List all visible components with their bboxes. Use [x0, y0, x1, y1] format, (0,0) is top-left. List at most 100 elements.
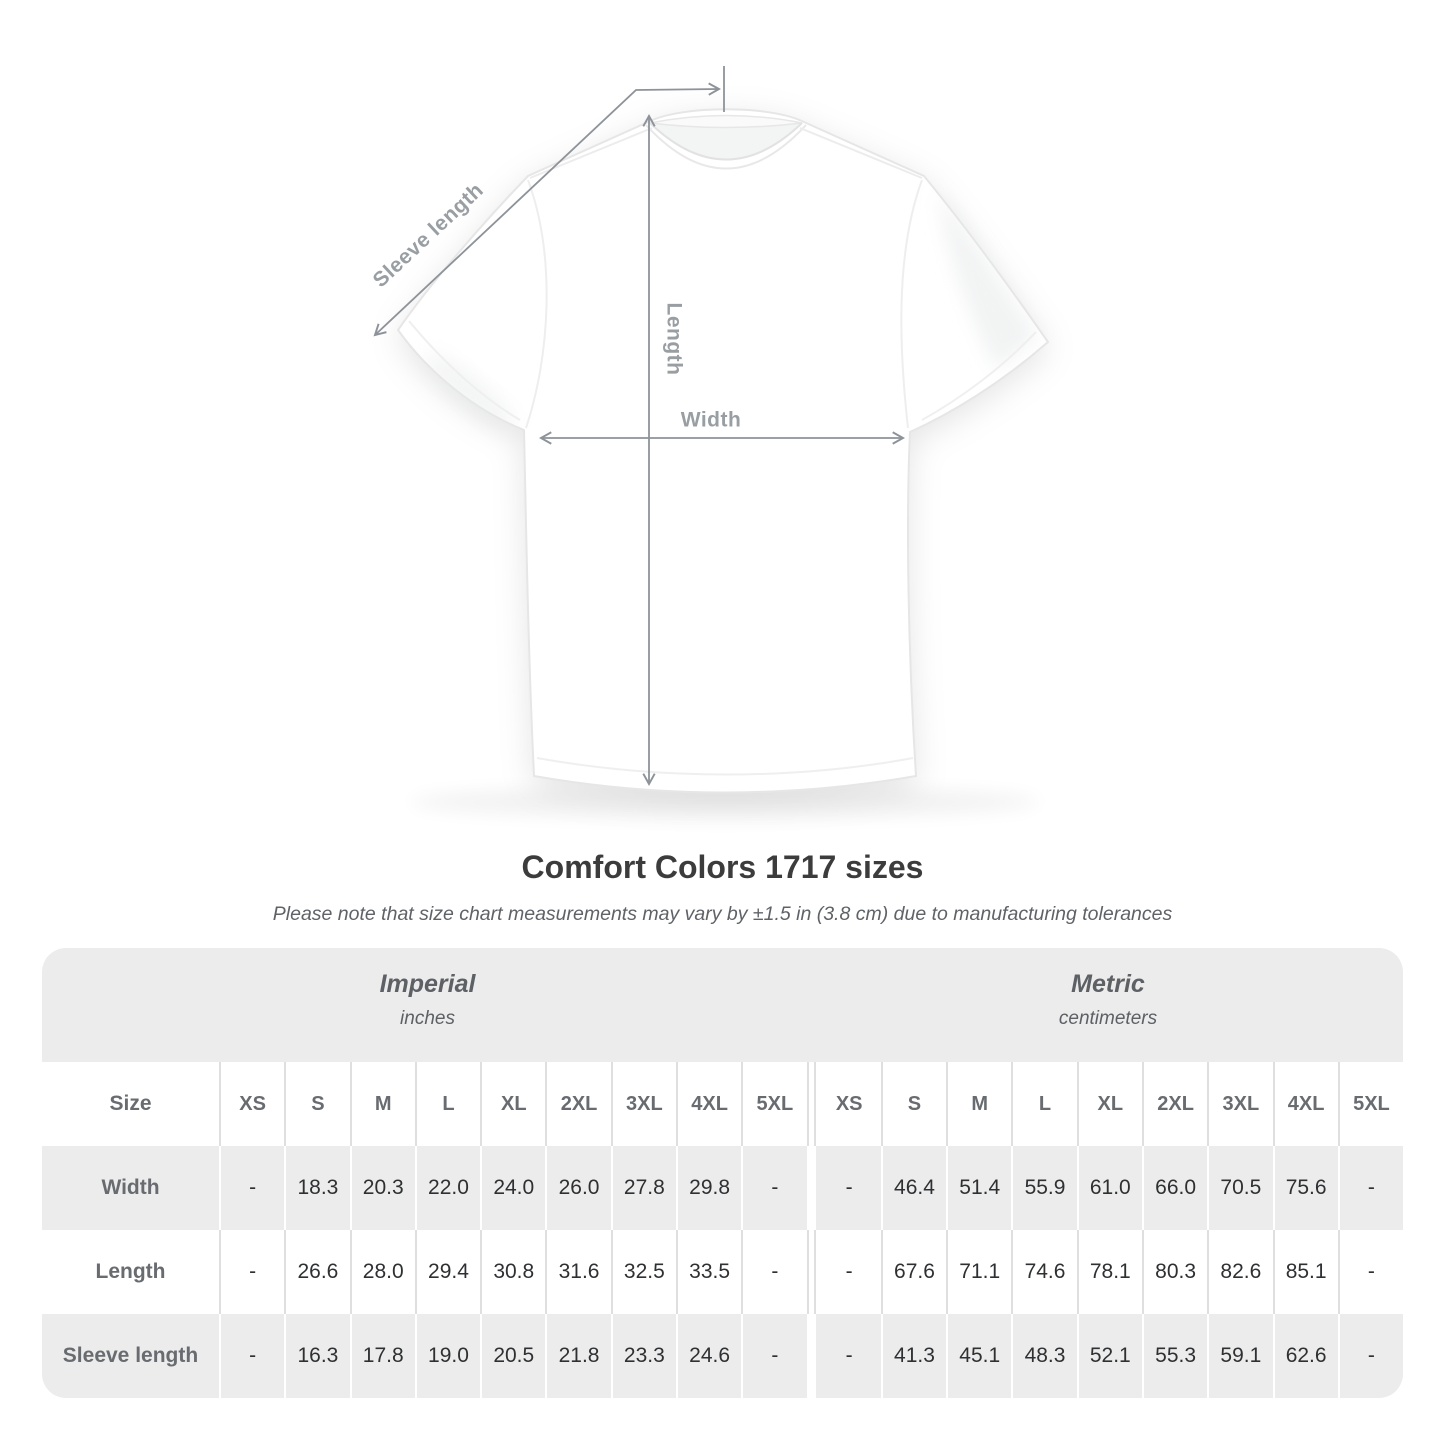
imperial-size-header-m: M: [349, 1062, 415, 1146]
metric-title: Metric: [1071, 970, 1145, 998]
size-header-row: Size XS S M L XL 2XL 3XL 4XL 5XL XS S M L XL 2XL 3XL 4XL 5…: [42, 1062, 1403, 1146]
metric-size-header-xs: XS: [815, 1062, 881, 1146]
imperial-value: 20.3: [349, 1146, 415, 1230]
metric-size-header-4xl: 4XL: [1272, 1062, 1338, 1146]
row-label: Length: [42, 1230, 219, 1314]
size-table: Imperial inches Metric centimeters Size X…: [42, 948, 1403, 1398]
imperial-size-header-3xl: 3XL: [610, 1062, 676, 1146]
imperial-value: -: [219, 1146, 285, 1230]
length-label: Length: [662, 303, 685, 376]
imperial-section-header: Imperial inches: [42, 948, 813, 1062]
imperial-value: 19.0: [414, 1314, 481, 1398]
imperial-value: 33.5: [675, 1230, 742, 1314]
metric-value: -: [815, 1230, 881, 1314]
width-arrow: Width: [538, 409, 906, 445]
measurement-row-length: Length -26.6 28.0 29.4 30.8 31.6 32.5 33.5- -67.…: [42, 1230, 1403, 1314]
imperial-value: 22.0: [414, 1146, 481, 1230]
metric-size-header-xl: XL: [1076, 1062, 1142, 1146]
imperial-size-header-xs: XS: [219, 1062, 285, 1146]
sleeve-shading-left: [424, 353, 516, 431]
size-column-label: Size: [42, 1062, 219, 1146]
metric-value: -: [815, 1314, 881, 1398]
metric-value: 55.3: [1141, 1314, 1208, 1398]
metric-value: 66.0: [1141, 1146, 1208, 1230]
imperial-value: 28.0: [349, 1230, 415, 1314]
metric-size-header-5xl: 5XL: [1337, 1062, 1403, 1146]
imperial-value: 24.6: [675, 1314, 742, 1398]
row-label: Width: [42, 1146, 219, 1230]
metric-value: 62.6: [1272, 1314, 1338, 1398]
imperial-value: -: [219, 1230, 285, 1314]
metric-value: 41.3: [880, 1314, 947, 1398]
bottom-hem-stitch: [536, 757, 914, 776]
imperial-unit: inches: [400, 1008, 455, 1029]
metric-value: 67.6: [880, 1230, 947, 1314]
page-title: Comfort Colors 1717 sizes: [521, 849, 924, 885]
imperial-value: 30.8: [480, 1230, 546, 1314]
imperial-value: 32.5: [610, 1230, 676, 1314]
section-gap: [806, 1230, 816, 1314]
metric-value: -: [815, 1146, 881, 1230]
measurement-row-sleeve-length: Sleeve length -16.3 17.8 19.0 20.5 21.8 23.3 24…: [42, 1314, 1403, 1398]
metric-value: -: [1337, 1314, 1403, 1398]
metric-size-header-3xl: 3XL: [1207, 1062, 1273, 1146]
imperial-value: 29.4: [414, 1230, 481, 1314]
imperial-size-header-l: L: [414, 1062, 481, 1146]
metric-value: 74.6: [1011, 1230, 1077, 1314]
imperial-value: -: [741, 1146, 807, 1230]
imperial-value: 18.3: [284, 1146, 350, 1230]
metric-value: 71.1: [946, 1230, 1012, 1314]
metric-value: 46.4: [880, 1146, 947, 1230]
imperial-value: 23.3: [610, 1314, 676, 1398]
imperial-title: Imperial: [379, 970, 476, 998]
imperial-value: -: [219, 1314, 285, 1398]
section-gap: [806, 1146, 816, 1230]
metric-value: -: [1337, 1230, 1403, 1314]
imperial-value: 26.6: [284, 1230, 350, 1314]
sleeve-hem-right: [921, 331, 1037, 421]
imperial-value: 24.0: [480, 1146, 546, 1230]
metric-size-header-l: L: [1011, 1062, 1077, 1146]
imperial-value: 29.8: [675, 1146, 742, 1230]
row-label: Sleeve length: [42, 1314, 219, 1398]
sleeve-shading-right: [938, 192, 1038, 370]
tshirt-measurement-diagram: Sleeve length Length Width: [369, 66, 1050, 818]
metric-size-header-2xl: 2XL: [1141, 1062, 1208, 1146]
metric-size-header-m: M: [946, 1062, 1012, 1146]
metric-size-header-s: S: [880, 1062, 947, 1146]
metric-value: 75.6: [1272, 1146, 1338, 1230]
metric-value: 85.1: [1272, 1230, 1338, 1314]
metric-value: -: [1337, 1146, 1403, 1230]
metric-value: 82.6: [1207, 1230, 1273, 1314]
ground-shadow: [410, 786, 1040, 818]
metric-value: 70.5: [1207, 1146, 1273, 1230]
shoulder-seam-right: [799, 127, 923, 179]
imperial-size-header-s: S: [284, 1062, 350, 1146]
armhole-seam-right: [900, 179, 923, 429]
imperial-size-header-5xl: 5XL: [741, 1062, 807, 1146]
length-arrow: Length: [642, 113, 685, 787]
tshirt-graphic: [396, 108, 1050, 818]
table-body: Size XS S M L XL 2XL 3XL 4XL 5XL XS S M L XL 2XL 3XL 4XL 5…: [42, 1062, 1403, 1398]
imperial-value: 17.8: [349, 1314, 415, 1398]
section-gap: [806, 1314, 816, 1398]
metric-value: 59.1: [1207, 1314, 1273, 1398]
metric-value: 78.1: [1076, 1230, 1142, 1314]
imperial-size-header-4xl: 4XL: [675, 1062, 742, 1146]
metric-value: 48.3: [1011, 1314, 1077, 1398]
metric-unit: centimeters: [1058, 1008, 1158, 1029]
imperial-size-header-xl: XL: [480, 1062, 546, 1146]
imperial-size-header-2xl: 2XL: [545, 1062, 611, 1146]
section-gap: [806, 1062, 816, 1146]
imperial-value: 26.0: [545, 1146, 611, 1230]
tolerance-note: Please note that size chart measurements…: [272, 903, 1173, 925]
width-label: Width: [681, 409, 742, 432]
metric-value: 55.9: [1011, 1146, 1077, 1230]
metric-section-header: Metric centimeters: [813, 948, 1403, 1062]
imperial-value: -: [741, 1314, 807, 1398]
metric-value: 45.1: [946, 1314, 1012, 1398]
measurement-row-width: Width -18.3 20.3 22.0 24.0 26.0 27.8 29.8- -46.4…: [42, 1146, 1403, 1230]
imperial-value: 27.8: [610, 1146, 676, 1230]
imperial-value: 31.6: [545, 1230, 611, 1314]
metric-value: 52.1: [1076, 1314, 1142, 1398]
